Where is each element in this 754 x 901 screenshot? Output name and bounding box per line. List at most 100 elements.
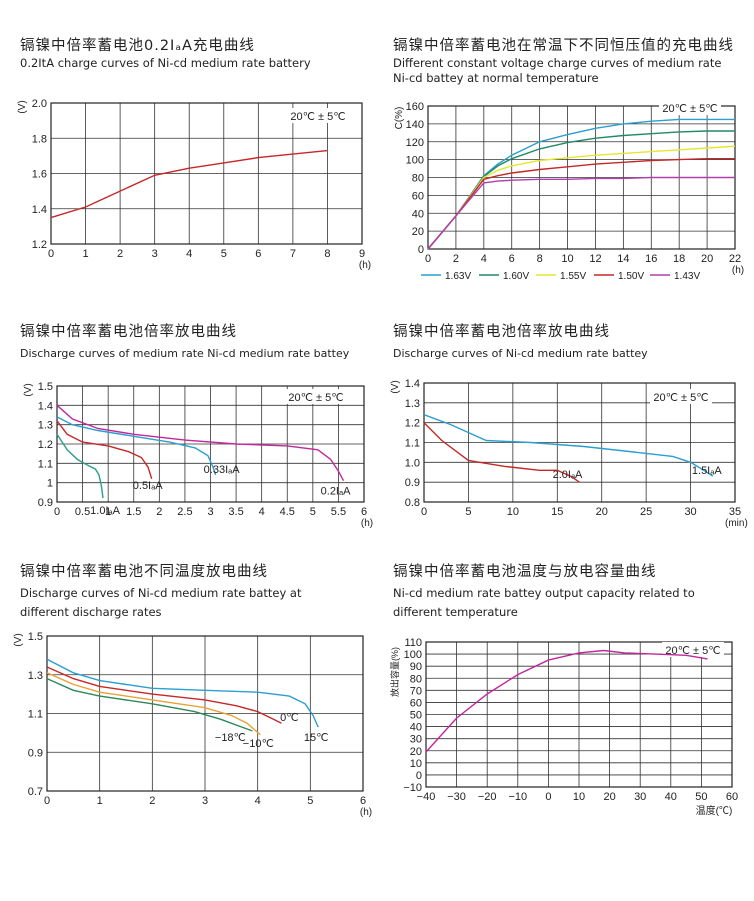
y-tick-label: 80 xyxy=(412,173,424,185)
plot-frame xyxy=(56,385,365,503)
x-tick-label: 7 xyxy=(290,248,296,260)
series-line xyxy=(427,176,735,250)
x-tick-label: 0 xyxy=(425,253,431,265)
grid xyxy=(425,641,733,788)
y-tick-label: 0.7 xyxy=(28,786,43,798)
x-tick-label: 35 xyxy=(729,506,741,518)
y-tick-label: 140 xyxy=(406,119,424,131)
chart-6: −40 −30 −20 −10 0 10 20 30 40 50 60−10010203040506… xyxy=(389,637,738,817)
x-tick-label: 1 xyxy=(97,795,103,807)
annotation-text: 20℃ ± 5℃ xyxy=(662,103,717,115)
x-tick-label: 1 xyxy=(82,248,88,260)
y-tick-label: 0.8 xyxy=(405,497,420,509)
x-tick-label: 0 xyxy=(54,506,60,518)
x-tick-label: 0 xyxy=(545,791,551,803)
x-tick-label: 0 xyxy=(48,248,54,260)
y-tick-label: 80 xyxy=(410,673,422,685)
x-tick-label: 30 xyxy=(634,791,646,803)
series-label: 0.5IₐA xyxy=(133,480,163,492)
series-line xyxy=(427,118,735,250)
y-tick-label: 1.4 xyxy=(405,378,420,390)
plot-frame xyxy=(46,635,364,792)
y-tick-label: 110 xyxy=(404,637,422,649)
y-axis-label: (V) xyxy=(23,383,34,396)
x-tick-label: 14 xyxy=(617,253,629,265)
x-axis-unit: (h) xyxy=(361,518,373,529)
x-tick-label: 5 xyxy=(310,506,316,518)
x-tick-label: 3.5 xyxy=(228,506,243,518)
chart-subtitle: Discharge curves of Ni-cd medium rate ba… xyxy=(20,586,302,619)
x-tick-label: 10 xyxy=(507,506,519,518)
series-line xyxy=(46,658,319,728)
x-tick-label: 3 xyxy=(202,795,208,807)
y-tick-label: 1.1 xyxy=(405,438,420,450)
x-tick-label: 4 xyxy=(255,795,261,807)
series-label: −18℃ xyxy=(215,732,246,744)
series-line xyxy=(56,404,345,482)
series-label: 1.0IₐA xyxy=(90,505,120,517)
x-tick-label: 2.5 xyxy=(177,506,192,518)
x-tick-label: 6 xyxy=(509,253,515,265)
x-tick-label: 6 xyxy=(361,506,367,518)
y-tick-label: 120 xyxy=(406,137,424,149)
legend-label: 1.60V xyxy=(503,271,529,282)
legend-label: 1.43V xyxy=(674,271,700,282)
y-tick-label: 160 xyxy=(406,101,424,113)
y-tick-label: 2.0 xyxy=(32,98,47,110)
x-tick-label: 60 xyxy=(726,791,738,803)
y-axis-label: 放出容量(%) xyxy=(389,647,400,697)
y-tick-label: 1.5 xyxy=(38,381,53,393)
chart-3: 0 0.5 1 1.5 2 2.5 3 3.5 4 4.5 5 5.5 6 0.9 1 1.1 1.2 1.3 1.… xyxy=(23,381,373,529)
y-tick-label: 1.2 xyxy=(32,239,47,251)
x-tick-label: 8 xyxy=(324,248,330,260)
chart-subtitle: 0.2ItA charge curves of Ni-cd medium rat… xyxy=(20,56,311,70)
annotation-text: 20℃ ± 5℃ xyxy=(653,392,708,404)
x-tick-label: 2 xyxy=(149,795,155,807)
x-tick-label: 10 xyxy=(573,791,585,803)
series-label: 0.2IₐA xyxy=(321,486,351,498)
x-tick-label: 20 xyxy=(603,791,615,803)
series-line xyxy=(56,416,217,476)
x-tick-label: 22 xyxy=(729,253,741,265)
x-tick-label: 1 xyxy=(105,506,111,518)
x-tick-label: 1.5 xyxy=(126,506,141,518)
y-tick-label: 1.0 xyxy=(405,457,420,469)
y-tick-label: 100 xyxy=(406,155,424,167)
chart-5: 0 1 2 3 4 5 6 0.7 0.9 1.1 1.3 1.5 (V) (h) 15℃ 0℃ −10℃−18… xyxy=(13,631,372,818)
x-axis-label: 温度(℃) xyxy=(696,804,733,817)
series-line xyxy=(46,677,253,732)
plot-frame xyxy=(423,382,736,503)
annotation-bg xyxy=(659,100,721,115)
x-tick-label: 20 xyxy=(701,253,713,265)
series-line xyxy=(46,666,282,724)
x-axis-unit: (h) xyxy=(359,260,371,271)
x-tick-label: 9 xyxy=(359,248,365,260)
y-tick-label: 50 xyxy=(410,710,422,722)
grid xyxy=(50,102,363,245)
y-axis-label: (V) xyxy=(13,633,24,646)
x-tick-label: −20 xyxy=(478,791,497,803)
series-line xyxy=(427,130,735,250)
y-tick-label: 1.8 xyxy=(32,133,47,145)
x-tick-label: 12 xyxy=(589,253,601,265)
series-label: 0℃ xyxy=(280,712,298,724)
x-axis-unit: (h) xyxy=(360,807,372,818)
series-label: 1.5IₐA xyxy=(692,465,722,477)
plot-frame xyxy=(425,641,733,788)
chart-subtitle: Discharge curves of Ni-cd medium rate ba… xyxy=(393,347,648,360)
annotation-text: 20℃ ± 5℃ xyxy=(290,111,345,123)
x-tick-label: 2 xyxy=(453,253,459,265)
legend: 1.63V 1.60V 1.55V 1.50V 1.43V xyxy=(421,271,700,282)
y-tick-label: 1.3 xyxy=(405,398,420,410)
x-tick-label: 20 xyxy=(596,506,608,518)
legend-label: 1.50V xyxy=(618,271,644,282)
x-tick-label: 15 xyxy=(551,506,563,518)
y-tick-label: 0 xyxy=(418,244,424,256)
y-tick-label: 0.9 xyxy=(38,497,53,509)
series-line xyxy=(427,158,735,250)
x-tick-label: 2 xyxy=(117,248,123,260)
series-line xyxy=(50,149,328,219)
chart-title: 镉镍中倍率蓄电池温度与放电容量曲线 xyxy=(393,564,657,580)
chart-title: 镉镍中倍率蓄电池倍率放电曲线 xyxy=(20,324,237,340)
